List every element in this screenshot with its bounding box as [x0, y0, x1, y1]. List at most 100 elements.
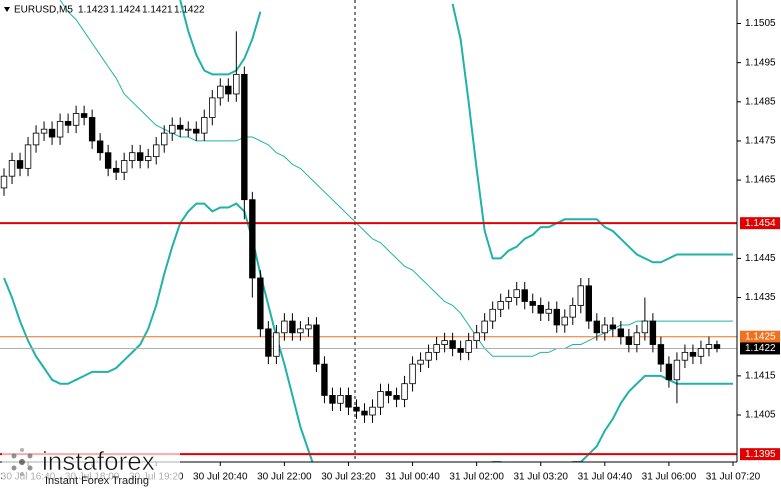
candle-body	[48, 128, 56, 138]
candle-body	[489, 308, 496, 322]
candle-body	[441, 340, 448, 345]
candle-body	[353, 406, 360, 412]
candle-body	[64, 120, 72, 126]
logo-dot	[11, 453, 17, 459]
bollinger-band	[179, 0, 733, 264]
y-tick-label: 1.1405	[745, 410, 776, 421]
candle-body	[169, 124, 176, 134]
candle-body	[265, 328, 272, 357]
candle-body	[425, 351, 432, 361]
price-label-box	[740, 330, 780, 343]
price-label-box	[740, 217, 780, 230]
candle-body	[529, 301, 536, 306]
candle-body	[217, 85, 224, 99]
price-label: 1.1395	[745, 449, 776, 460]
candle-body	[361, 410, 368, 416]
candle-body	[561, 316, 568, 326]
candle-body	[537, 304, 544, 314]
candle-body	[641, 320, 649, 334]
y-tick-label: 1.1485	[745, 96, 776, 107]
watermark-bg	[2, 444, 180, 488]
logo-dot	[27, 465, 33, 471]
y-tick-label: 1.1415	[745, 371, 776, 382]
candle-body	[128, 152, 136, 161]
logo-dot	[20, 472, 24, 476]
x-tick-label: 31 Jul 02:00	[449, 472, 504, 483]
candle-body	[40, 128, 48, 134]
candle-body	[241, 73, 248, 201]
y-tick-label: 1.1475	[745, 136, 776, 147]
candle-body	[321, 363, 328, 396]
symbol: EURUSD,M5	[14, 5, 73, 16]
candle-body	[545, 308, 552, 314]
candle-body	[553, 308, 560, 326]
candle-body	[625, 336, 633, 345]
candle-body	[104, 152, 112, 169]
candle-body	[681, 351, 689, 361]
candle-body	[609, 324, 617, 330]
candle-body	[601, 324, 609, 334]
candle-body	[32, 132, 40, 146]
x-tick-label: 31 Jul 07:20	[706, 472, 761, 483]
candle-body	[697, 348, 705, 357]
candle-body	[24, 144, 32, 169]
ohlc-low: 1.1421	[142, 5, 173, 16]
candle-body	[657, 344, 665, 365]
candle-body	[161, 132, 168, 146]
candle-body	[120, 160, 128, 173]
menu-arrow[interactable]	[4, 7, 10, 12]
candle-body	[417, 359, 424, 365]
candle-body	[281, 320, 288, 334]
ohlc-close: 1.1422	[174, 5, 205, 16]
candle-body	[16, 160, 24, 169]
candle-body	[88, 117, 96, 142]
candle-body	[473, 332, 480, 342]
candle-body	[193, 128, 200, 134]
header: EURUSD,M5 1.1423 1.1424 1.1421 1.1422	[4, 5, 205, 16]
candle-body	[617, 328, 625, 338]
candle-body	[633, 332, 641, 345]
x-tick-label: 31 Jul 06:00	[642, 472, 697, 483]
candle-body	[569, 304, 576, 318]
candle-body	[449, 340, 456, 349]
x-tick-label: 31 Jul 03:20	[513, 472, 568, 483]
candle-body	[465, 340, 472, 353]
candle-body	[177, 124, 184, 130]
candle-body	[497, 301, 504, 310]
candle-body	[136, 152, 144, 161]
candle-body	[585, 285, 593, 322]
candle-body	[577, 285, 584, 306]
candle-body	[705, 344, 713, 349]
candle-body	[337, 395, 344, 404]
candle-body	[513, 289, 520, 298]
tagline: Instant Forex Trading	[45, 475, 149, 487]
x-tick-label: 30 Jul 22:00	[257, 472, 312, 483]
logo-dot	[19, 459, 25, 465]
candle-body	[481, 320, 488, 334]
candle-body	[649, 320, 657, 345]
candle-body	[593, 320, 601, 334]
candle-body	[249, 199, 256, 279]
candle-body	[96, 140, 104, 154]
candle-body	[305, 324, 312, 330]
candle-body	[505, 297, 512, 302]
candle-body	[72, 113, 80, 126]
x-tick-label: 31 Jul 04:40	[578, 472, 633, 483]
candle-body	[401, 383, 408, 400]
candle-body	[289, 320, 296, 334]
candle-body	[56, 120, 64, 138]
x-tick-label: 31 Jul 00:40	[385, 472, 440, 483]
y-tick-label: 1.1495	[745, 57, 776, 68]
candle-body	[521, 289, 528, 302]
ohlc-high: 1.1424	[110, 5, 141, 16]
candle-body	[257, 277, 264, 330]
plot-area	[0, 0, 737, 462]
candle-body	[457, 348, 464, 353]
y-tick-label: 1.1465	[745, 175, 776, 186]
candle-body	[185, 128, 192, 131]
candle-body	[713, 344, 721, 349]
y-tick-label: 1.1505	[745, 18, 776, 29]
price-label-box	[740, 448, 780, 461]
candle-body	[369, 406, 376, 416]
